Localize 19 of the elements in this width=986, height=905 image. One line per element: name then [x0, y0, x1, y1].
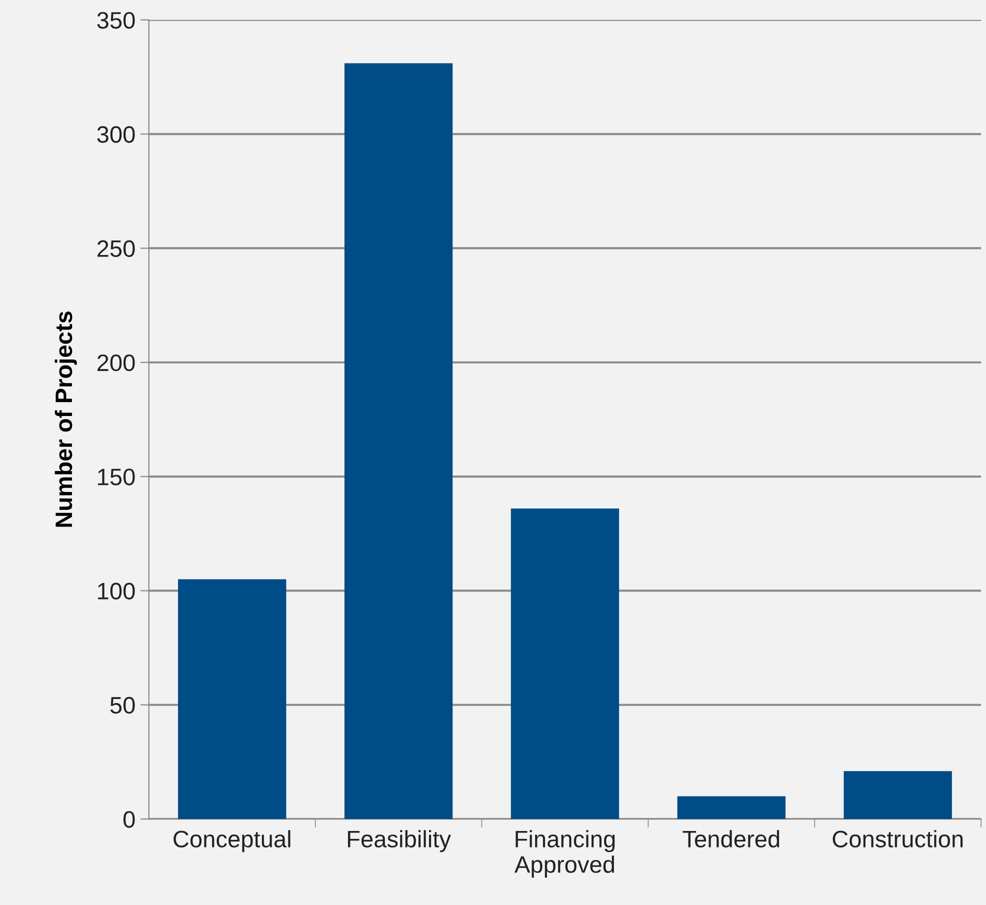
y-axis-title: Number of Projects: [54, 312, 77, 527]
y-tick-label: 150: [98, 468, 135, 486]
bar: [344, 63, 453, 820]
x-tick-label: Feasibility: [348, 830, 451, 852]
bar: [844, 771, 952, 820]
bar: [510, 508, 620, 820]
y-tick-label: 250: [97, 240, 135, 258]
y-tick-label: 300: [97, 126, 135, 143]
x-tick-label: Conceptual: [174, 830, 290, 852]
y-tick-label: 0: [123, 811, 135, 828]
x-tick-label: Financing Approved: [514, 830, 615, 878]
y-tick-label: 200: [97, 354, 135, 372]
y-tick-label: 50: [110, 696, 135, 714]
x-tick-label: Tendered: [682, 830, 780, 848]
x-tick-label: Construction: [832, 830, 963, 848]
y-tick-label: 350: [97, 12, 135, 29]
y-tick-label: 100: [98, 582, 135, 600]
bar: [677, 796, 786, 820]
bar: [178, 579, 286, 820]
